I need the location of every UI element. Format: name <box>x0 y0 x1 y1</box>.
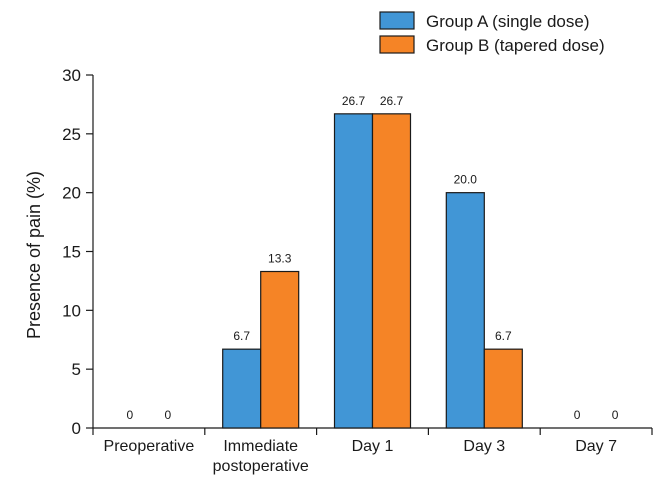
x-category-label: Preoperative <box>104 438 195 455</box>
bar <box>222 348 262 429</box>
bar <box>483 348 523 429</box>
y-tick-label: 0 <box>72 419 81 438</box>
data-label: 6.7 <box>233 329 250 343</box>
y-tick-label: 25 <box>62 125 81 144</box>
data-label: 26.7 <box>380 94 404 108</box>
y-tick-label: 20 <box>62 184 81 203</box>
bar <box>371 113 412 429</box>
x-category-label: postoperative <box>213 458 309 475</box>
y-tick-label: 15 <box>62 243 81 262</box>
data-label: 26.7 <box>342 94 366 108</box>
legend-swatch <box>379 35 415 54</box>
data-label: 0 <box>612 408 619 422</box>
bar <box>260 270 300 429</box>
x-category-label: Day 7 <box>575 438 617 455</box>
x-category-label: Day 3 <box>463 438 505 455</box>
data-label: 13.3 <box>268 252 292 266</box>
y-tick-label: 10 <box>62 301 81 320</box>
y-axis: 0 5 10 15 20 25 30 <box>62 66 94 438</box>
y-axis-label: Presence of pain (%) <box>24 171 44 339</box>
data-label: 0 <box>574 408 581 422</box>
legend-swatch <box>379 11 415 30</box>
data-label: 6.7 <box>495 329 512 343</box>
x-axis: Preoperative Immediate postoperative Day 1 D… <box>92 427 653 475</box>
bars <box>222 113 523 429</box>
legend-label: Group B (tapered dose) <box>426 36 605 55</box>
data-label: 0 <box>165 408 172 422</box>
y-tick-label: 30 <box>62 66 81 85</box>
data-label: 20.0 <box>454 173 478 187</box>
bar <box>445 192 485 429</box>
x-category-label: Day 1 <box>352 438 394 455</box>
data-labels: 0 6.7 26.7 20.0 0 0 13.3 26.7 6.7 0 <box>127 94 619 422</box>
data-label: 0 <box>127 408 134 422</box>
legend: Group A (single dose) Group B (tapered do… <box>379 11 605 55</box>
x-category-label: Immediate <box>223 438 298 455</box>
bar <box>333 113 374 429</box>
legend-label: Group A (single dose) <box>426 12 589 31</box>
y-tick-label: 5 <box>72 360 81 379</box>
